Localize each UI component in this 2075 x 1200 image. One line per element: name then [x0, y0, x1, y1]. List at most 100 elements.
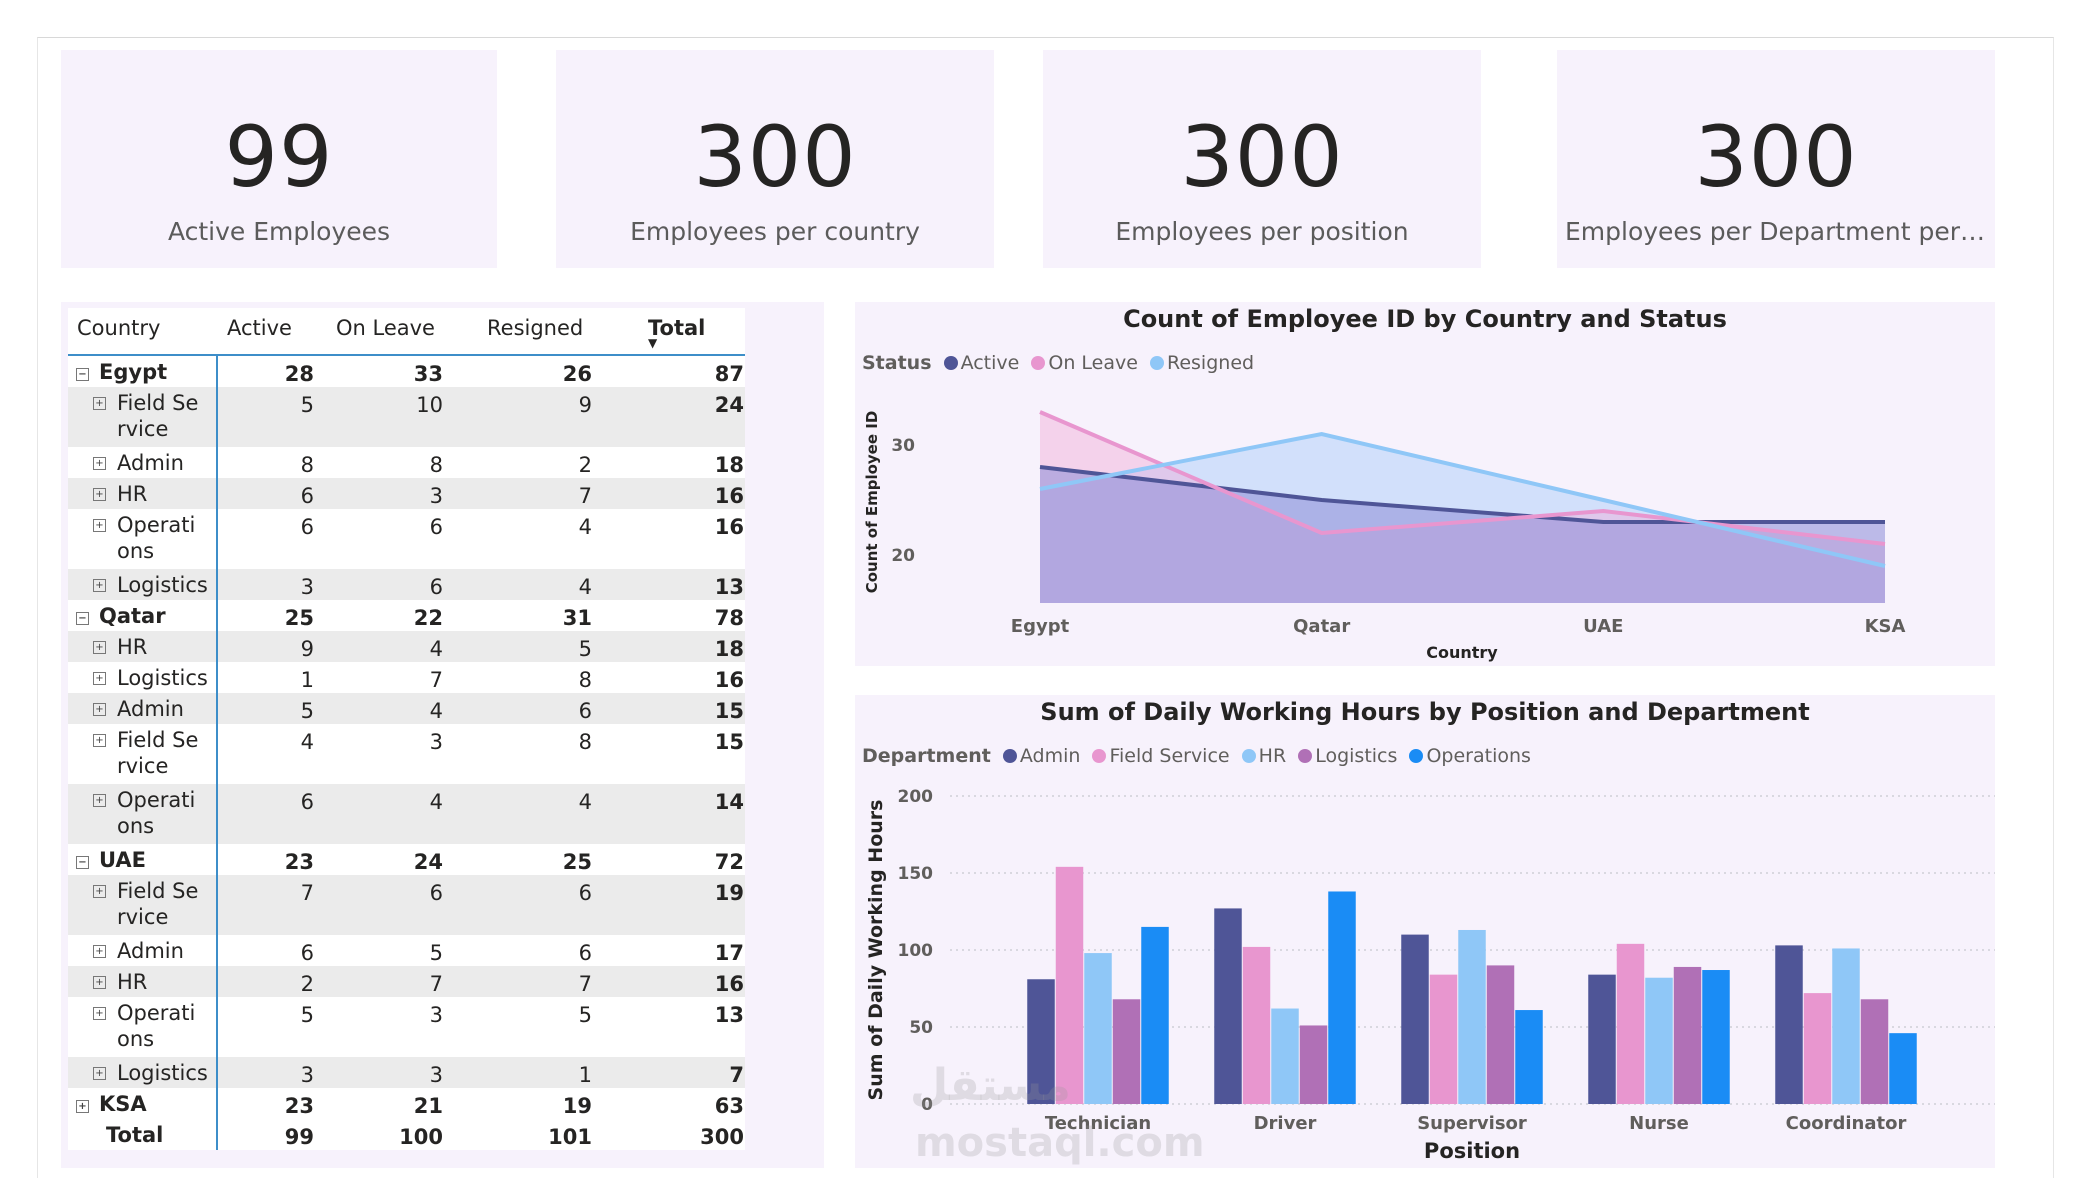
kpi-card-employees-per-department-location[interactable]: 300 Employees per Department per loca... [1557, 50, 1995, 268]
expand-icon[interactable]: + [93, 457, 106, 470]
matrix-group-row[interactable]: − Egypt 28 33 26 87 [68, 356, 745, 387]
matrix-child-row[interactable]: + HR 2 7 7 16 [68, 966, 745, 997]
line-resigned[interactable] [1039, 431, 1886, 568]
expand-icon[interactable]: + [93, 397, 106, 410]
bar-nurse-hr[interactable] [1645, 977, 1673, 1104]
bar-technician-admin[interactable] [1027, 979, 1055, 1104]
x-tick-label: Technician [1045, 1113, 1151, 1134]
expand-icon[interactable]: + [93, 1007, 106, 1020]
expand-icon[interactable]: + [76, 1100, 89, 1113]
expand-icon[interactable]: + [93, 519, 106, 532]
column-header-resigned[interactable]: Resigned [487, 316, 584, 340]
bar-supervisor-admin[interactable] [1401, 934, 1429, 1104]
expand-icon[interactable]: + [93, 945, 106, 958]
matrix-child-row[interactable]: + HR 6 3 7 16 [68, 478, 745, 509]
row-label-text: Field Service [117, 728, 199, 778]
matrix-child-row[interactable]: + Operations 5 3 5 13 [68, 997, 745, 1057]
matrix-child-row[interactable]: + Logistics 3 6 4 13 [68, 569, 745, 600]
cell-resigned: 8 [578, 730, 592, 754]
bar-nurse-field-service[interactable] [1616, 943, 1645, 1104]
bar-supervisor-operations[interactable] [1515, 1010, 1543, 1104]
bar-coordinator-logistics[interactable] [1860, 999, 1889, 1104]
legend-hr-label[interactable]: HR [1258, 745, 1287, 767]
expand-icon[interactable]: + [93, 703, 106, 716]
bar-driver-field-service[interactable] [1242, 946, 1271, 1104]
matrix-group-row[interactable]: − Qatar 25 22 31 78 [68, 600, 745, 631]
cell-total: 19 [714, 881, 744, 905]
matrix-child-row[interactable]: + Admin 6 5 6 17 [68, 935, 745, 966]
cell-active: 28 [284, 362, 314, 386]
bar-nurse-operations[interactable] [1702, 970, 1730, 1104]
column-header-active[interactable]: Active [227, 316, 292, 340]
bar-supervisor-logistics[interactable] [1486, 965, 1515, 1104]
matrix-child-row[interactable]: + Logistics 1 7 8 16 [68, 662, 745, 693]
row-label: + KSA [76, 1091, 216, 1117]
bar-technician-logistics[interactable] [1112, 999, 1141, 1104]
bar-coordinator-admin[interactable] [1775, 945, 1803, 1104]
matrix-child-row[interactable]: + Operations 6 4 4 14 [68, 784, 745, 844]
bar-chart[interactable]: 0 50 100 150 200 Technician Driver Supervisor Nu… [855, 780, 1995, 1168]
legend-logistics-label[interactable]: Logistics [1315, 745, 1398, 767]
expand-icon[interactable]: + [93, 734, 106, 747]
bar-driver-hr[interactable] [1271, 1008, 1299, 1104]
bar-nurse-logistics[interactable] [1673, 966, 1702, 1104]
bar-coordinator-hr[interactable] [1832, 948, 1860, 1104]
cell-total: 13 [714, 575, 744, 599]
column-header-on-leave[interactable]: On Leave [336, 316, 435, 340]
matrix-total-row[interactable]: Total 99 100 101 300 [68, 1119, 745, 1150]
kpi-card-employees-per-position[interactable]: 300 Employees per position [1043, 50, 1481, 268]
matrix-child-row[interactable]: + HR 9 4 5 18 [68, 631, 745, 662]
legend-field-service-label[interactable]: Field Service [1109, 745, 1230, 767]
column-header-total[interactable]: Total [648, 316, 706, 340]
legend-admin-label[interactable]: Admin [1019, 745, 1081, 767]
bar-coordinator-operations[interactable] [1889, 1033, 1917, 1104]
bar-technician-hr[interactable] [1084, 953, 1112, 1104]
cell-total: 18 [714, 453, 744, 477]
bar-supervisor-field-service[interactable] [1429, 974, 1458, 1104]
cell-resigned: 8 [578, 668, 592, 692]
cell-leave: 3 [429, 484, 443, 508]
bar-supervisor-hr[interactable] [1458, 929, 1486, 1104]
legend-operations-label[interactable]: Operations [1426, 745, 1531, 767]
bar-driver-operations[interactable] [1328, 891, 1356, 1104]
legend-on-leave-label[interactable]: On Leave [1048, 352, 1138, 374]
matrix-group-row[interactable]: − UAE 23 24 25 72 [68, 844, 745, 875]
matrix-child-row[interactable]: + Logistics 3 3 1 7 [68, 1057, 745, 1088]
matrix-child-row[interactable]: + Field Service 7 6 6 19 [68, 875, 745, 935]
matrix-child-row[interactable]: + Field Service 5 10 9 24 [68, 387, 745, 447]
line-active[interactable] [1039, 465, 1885, 524]
matrix-child-row[interactable]: + Operations 6 6 4 16 [68, 509, 745, 569]
bar-driver-admin[interactable] [1214, 908, 1242, 1104]
matrix-child-row[interactable]: + Admin 5 4 6 15 [68, 693, 745, 724]
collapse-icon[interactable]: − [76, 368, 89, 381]
expand-icon[interactable]: + [93, 672, 106, 685]
legend-resigned-label[interactable]: Resigned [1167, 352, 1255, 374]
kpi-card-employees-per-country[interactable]: 300 Employees per country [556, 50, 994, 268]
line-on-leave[interactable] [1039, 410, 1886, 546]
area-chart[interactable]: 20 30 Egypt Qatar UAE KSA Country Count of Empl… [855, 390, 1995, 666]
bar-technician-field-service[interactable] [1055, 866, 1084, 1104]
kpi-card-active-employees[interactable]: 99 Active Employees [61, 50, 497, 268]
row-label-text: Qatar [99, 604, 166, 628]
matrix-group-row[interactable]: + KSA 23 21 19 63 [68, 1088, 745, 1119]
sort-descending-icon[interactable]: ▼ [648, 336, 658, 350]
expand-icon[interactable]: + [93, 794, 106, 807]
collapse-icon[interactable]: − [76, 856, 89, 869]
expand-icon[interactable]: + [93, 976, 106, 989]
expand-icon[interactable]: + [93, 488, 106, 501]
bar-nurse-admin[interactable] [1588, 974, 1616, 1104]
expand-icon[interactable]: + [93, 885, 106, 898]
matrix-child-row[interactable]: + Field Service 4 3 8 15 [68, 724, 745, 784]
row-label: + Logistics [93, 665, 208, 691]
bar-driver-logistics[interactable] [1299, 1025, 1328, 1104]
expand-icon[interactable]: + [93, 579, 106, 592]
expand-icon[interactable]: + [93, 641, 106, 654]
bar-technician-operations[interactable] [1141, 926, 1169, 1104]
matrix-child-row[interactable]: + Admin 8 8 2 18 [68, 447, 745, 478]
legend-active-label[interactable]: Active [960, 352, 1020, 374]
bar-coordinator-field-service[interactable] [1803, 993, 1832, 1104]
status-matrix-table[interactable]: Country Active On Leave Resigned Total ▼… [68, 308, 745, 1150]
column-header-country[interactable]: Country [77, 316, 161, 340]
expand-icon[interactable]: + [93, 1067, 106, 1080]
collapse-icon[interactable]: − [76, 612, 89, 625]
